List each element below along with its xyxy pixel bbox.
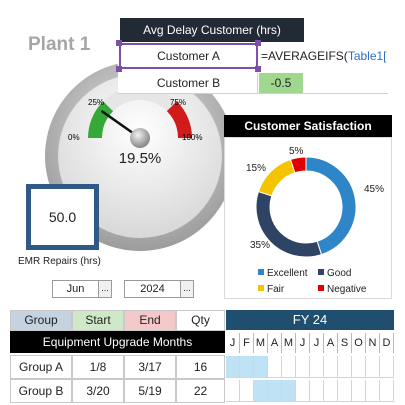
legend-fair: Fair xyxy=(258,284,284,295)
gantt-cell xyxy=(226,356,240,378)
gauge-value: 19.5% xyxy=(118,150,162,167)
table-row-b-qty[interactable]: 22 xyxy=(176,379,225,403)
gantt-cell xyxy=(226,380,240,402)
selection-handle-bl[interactable] xyxy=(116,66,122,72)
emr-box xyxy=(26,184,99,250)
slice-label-fair: 15% xyxy=(246,163,267,174)
gantt-cell xyxy=(324,380,338,402)
donut-slice-negative xyxy=(289,156,307,174)
excel-table-header: Avg Delay Customer (hrs) xyxy=(120,18,304,42)
gantt-cell xyxy=(380,380,394,402)
month-value: Jun xyxy=(66,283,85,295)
gantt-cell xyxy=(310,380,324,402)
year-selector[interactable]: 2024 ... xyxy=(124,280,194,298)
month-header-11: D xyxy=(380,333,394,353)
slice-label-excellent: 45% xyxy=(364,184,385,195)
formula-text: =AVERAGEIFS( xyxy=(261,49,348,63)
header-start: Start xyxy=(72,310,124,331)
gantt-cell xyxy=(282,380,296,402)
gantt-cell xyxy=(338,380,352,402)
month-header-4: M xyxy=(282,333,296,353)
legend-swatch-excellent xyxy=(258,269,264,275)
table-row-b-start[interactable]: 3/20 xyxy=(72,379,124,403)
formula-reference: Table1[ xyxy=(347,49,387,63)
slice-label-good: 35% xyxy=(250,240,271,251)
gantt-cell xyxy=(240,356,254,378)
table-row-b-end[interactable]: 5/19 xyxy=(124,379,176,403)
legend-swatch-fair xyxy=(258,285,264,291)
slice-label-negative: 5% xyxy=(289,146,304,157)
gantt-cell xyxy=(366,356,380,378)
gantt-cell xyxy=(352,356,366,378)
equipment-upgrade-banner: Equipment Upgrade Months xyxy=(10,331,225,353)
legend-swatch-negative xyxy=(318,285,324,291)
month-header-6: J xyxy=(310,333,324,353)
header-end: End xyxy=(124,310,176,331)
gantt-cell xyxy=(254,356,268,378)
table-row-a-qty[interactable]: 16 xyxy=(176,355,225,379)
month-selector[interactable]: Jun ... xyxy=(52,280,112,298)
month-header-3: A xyxy=(268,333,282,353)
month-header-1: F xyxy=(240,333,254,353)
month-header-5: J xyxy=(296,333,310,353)
selection-handle-br[interactable] xyxy=(255,66,261,72)
gauge-hub xyxy=(130,128,150,148)
gauge-tick-0: 0% xyxy=(68,133,80,142)
gantt-cell xyxy=(268,356,282,378)
satisfaction-title: Customer Satisfaction xyxy=(224,115,392,137)
excel-cell-customer-a[interactable]: Customer A xyxy=(119,43,258,69)
fiscal-year-header: FY 24 xyxy=(226,310,394,330)
selection-handle-tl[interactable] xyxy=(116,40,122,46)
emr-label: EMR Repairs (hrs) xyxy=(18,256,101,267)
legend-good: Good xyxy=(318,268,351,279)
year-value: 2024 xyxy=(140,283,165,295)
excel-cell-customer-b[interactable]: Customer B xyxy=(120,73,258,93)
gauge-arc-low xyxy=(88,101,114,139)
month-header-10: N xyxy=(366,333,380,353)
donut-slice-excellent xyxy=(305,156,357,256)
gantt-cell xyxy=(324,356,338,378)
gauge-tick-25: 25% xyxy=(88,98,104,107)
gauge-tick-75: 75% xyxy=(170,98,186,107)
table-row-b-group[interactable]: Group B xyxy=(10,379,72,403)
excel-formula-cell[interactable]: =AVERAGEIFS(Table1[ xyxy=(261,43,388,69)
gantt-cell xyxy=(296,380,310,402)
gantt-cell xyxy=(380,356,394,378)
month-header-9: O xyxy=(352,333,366,353)
satisfaction-panel xyxy=(224,137,392,299)
header-group: Group xyxy=(10,310,72,331)
plant-title: Plant 1 xyxy=(28,34,91,55)
table-row-a-start[interactable]: 1/8 xyxy=(72,355,124,379)
month-header-2: M xyxy=(254,333,268,353)
month-picker-button[interactable]: ... xyxy=(98,281,111,297)
gantt-cell xyxy=(352,380,366,402)
gauge-arc-high xyxy=(166,101,192,139)
gantt-cell xyxy=(366,380,380,402)
month-header-8: S xyxy=(338,333,352,353)
month-header-0: J xyxy=(226,333,240,353)
satisfaction-donut xyxy=(255,156,357,258)
month-header-7: A xyxy=(324,333,338,353)
gantt-cell xyxy=(254,380,268,402)
gantt-cell xyxy=(338,356,352,378)
table-row-a-group[interactable]: Group A xyxy=(10,355,72,379)
legend-negative: Negative xyxy=(318,284,366,295)
legend-excellent: Excellent xyxy=(258,268,308,279)
selection-handle-tr[interactable] xyxy=(255,40,261,46)
gantt-cell xyxy=(282,356,296,378)
gauge-tick-100: 100% xyxy=(182,133,202,142)
legend-swatch-good xyxy=(318,269,324,275)
year-picker-button[interactable]: ... xyxy=(180,281,193,297)
table-row-a-end[interactable]: 3/17 xyxy=(124,355,176,379)
gantt-cell xyxy=(310,356,324,378)
header-qty: Qty xyxy=(176,310,225,331)
emr-value: 50.0 xyxy=(48,209,77,225)
gantt-cell xyxy=(240,380,254,402)
gantt-cell xyxy=(268,380,282,402)
gantt-cell xyxy=(296,356,310,378)
excel-cell-customer-b-value[interactable]: -0.5 xyxy=(259,73,303,93)
